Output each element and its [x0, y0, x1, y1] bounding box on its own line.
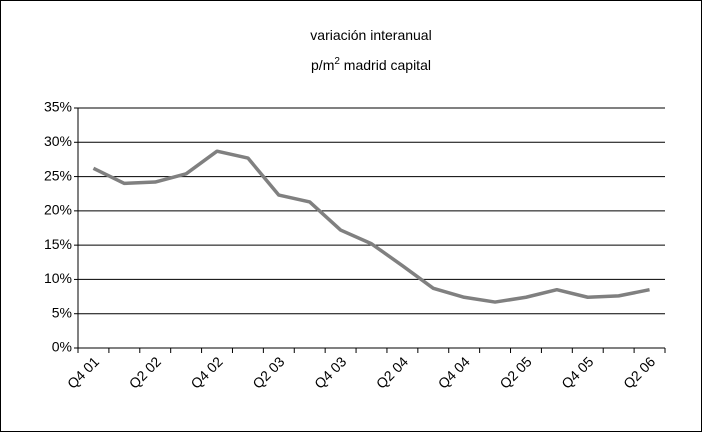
data-line	[92, 149, 650, 304]
chart-title: variación interanual	[310, 27, 431, 43]
subtitle-part: madrid capital	[340, 57, 431, 73]
y-tick-label: 10%	[44, 270, 72, 286]
y-tick-label: 0%	[52, 339, 72, 355]
y-tick-label: 5%	[52, 304, 72, 320]
subtitle-part: p/m	[311, 57, 334, 73]
subtitle-superscript: 2	[334, 56, 340, 67]
y-tick-label: 15%	[44, 236, 72, 252]
y-tick-label: 20%	[44, 202, 72, 218]
y-tick-label: 30%	[44, 133, 72, 149]
y-tick-label: 25%	[44, 167, 72, 183]
y-tick-label: 35%	[44, 99, 72, 115]
chart-subtitle: p/m2 madrid capital	[311, 56, 431, 73]
